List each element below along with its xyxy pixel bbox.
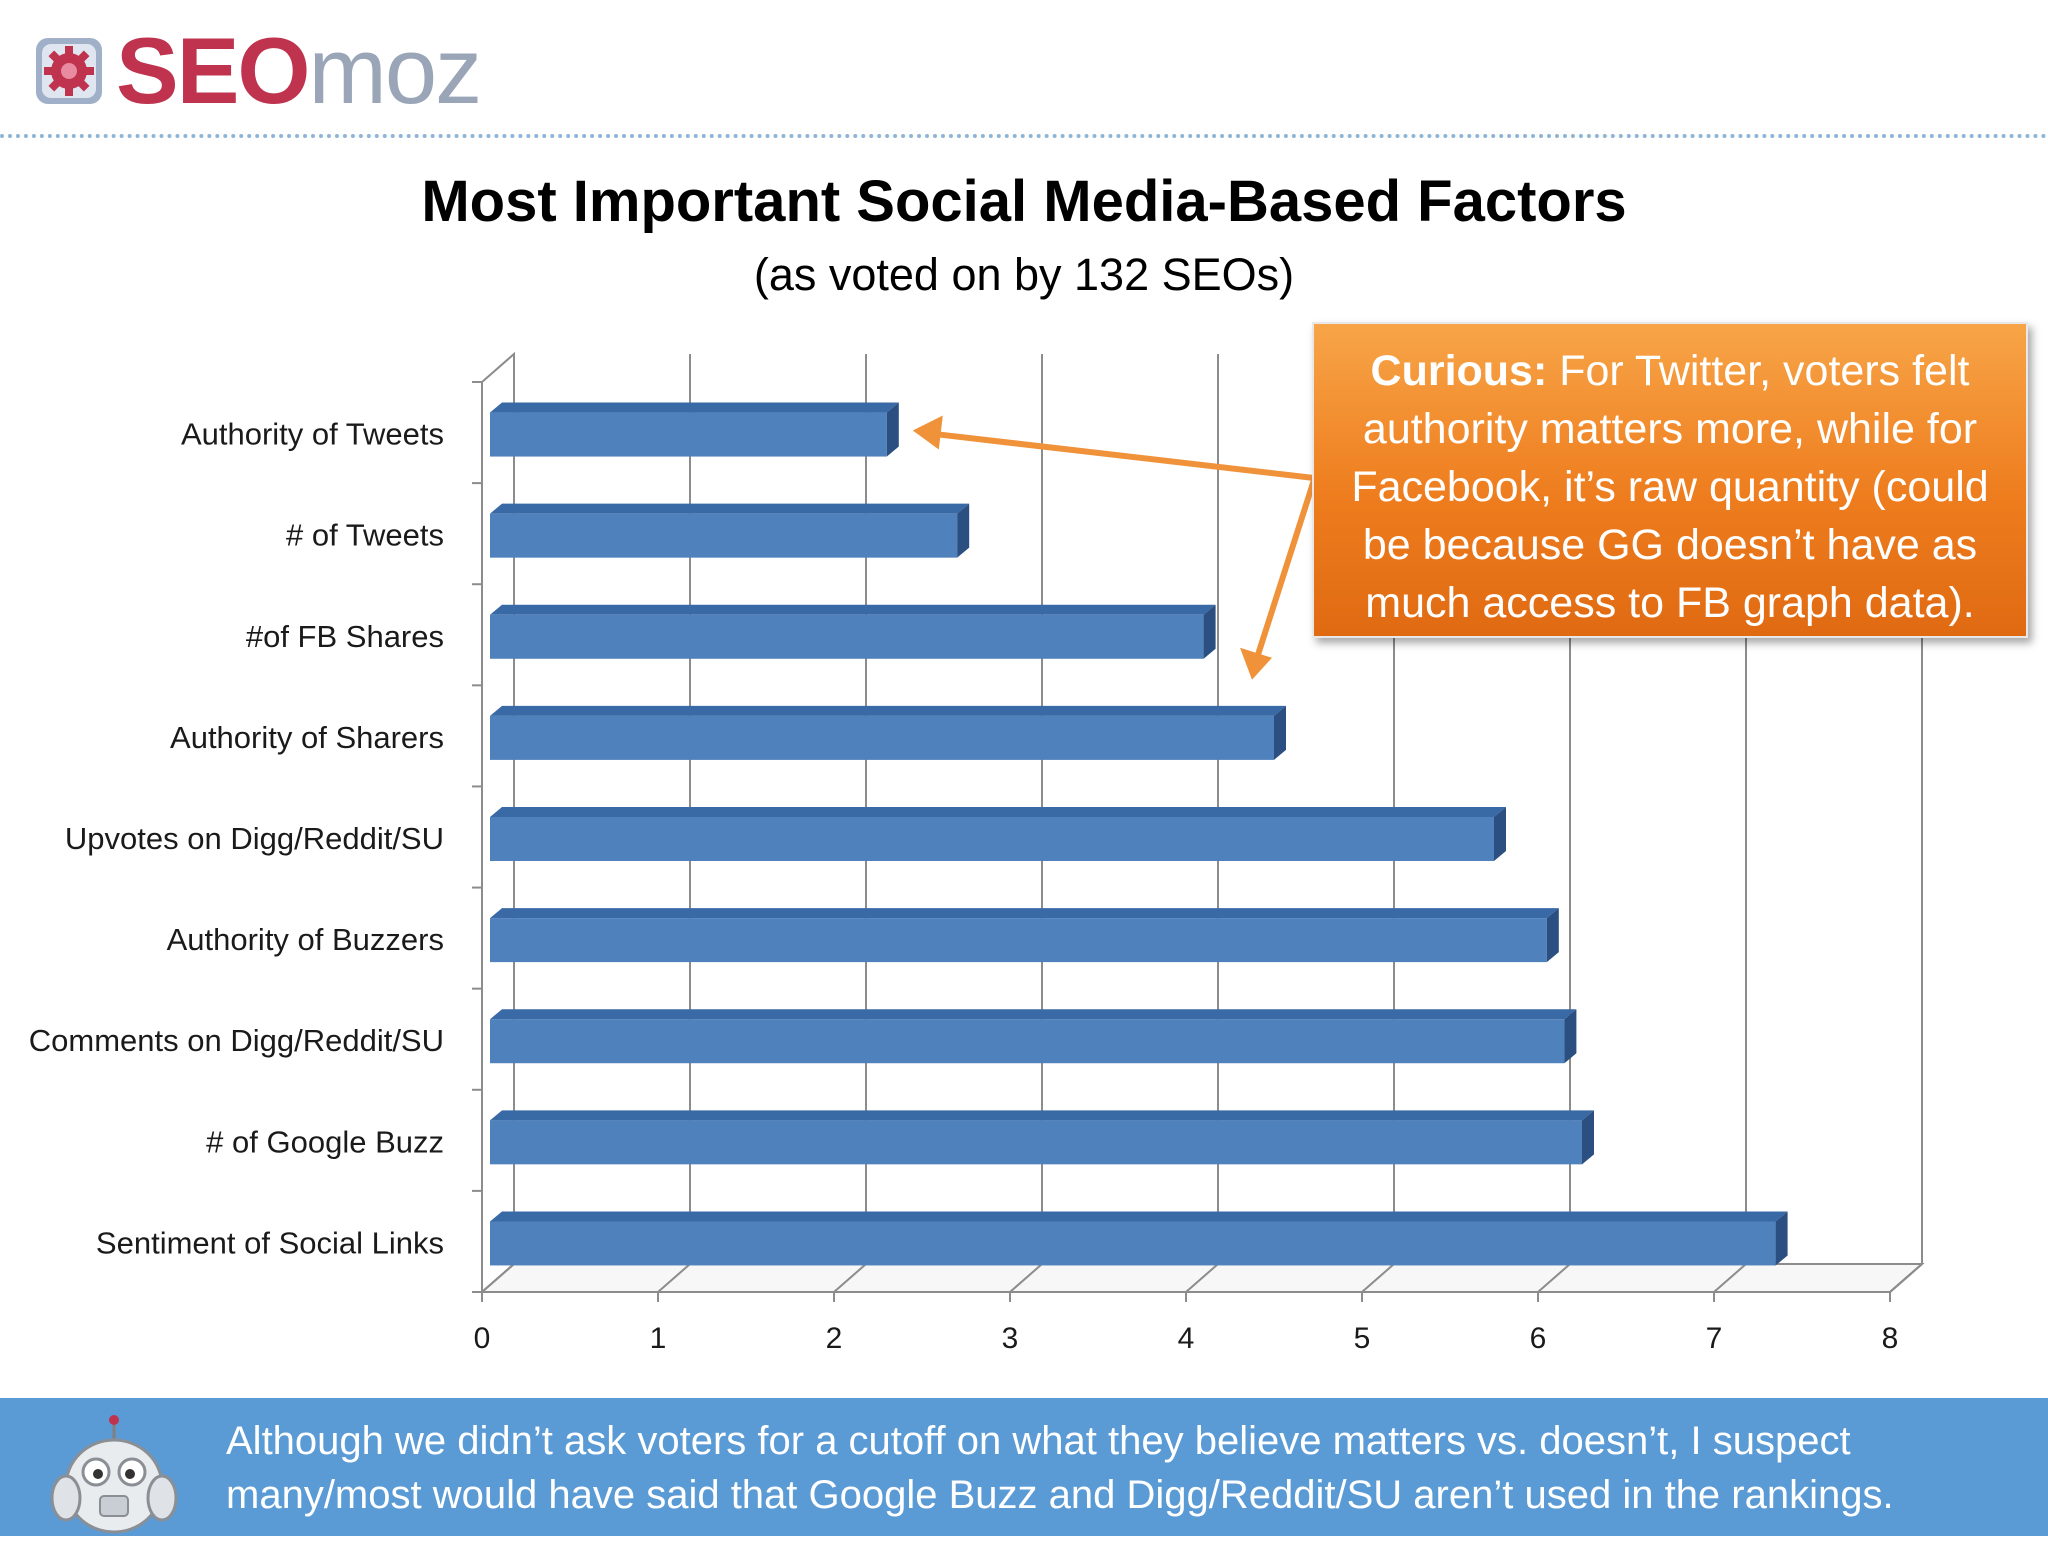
arrowhead-fb <box>1240 647 1272 680</box>
bar-side-face <box>1494 807 1506 861</box>
bar-front-face <box>490 715 1274 760</box>
bar-side-face <box>886 402 899 457</box>
floor-tick-3 <box>1009 1263 1043 1293</box>
bar-front-face <box>490 412 887 457</box>
x-tick-label: 4 <box>1178 1322 1195 1355</box>
bar-side-face <box>957 503 970 558</box>
bar-6 <box>490 908 1559 963</box>
bar-side-face <box>1546 908 1559 963</box>
logo-seo-text: SEO <box>116 18 311 123</box>
bar-front-face <box>490 614 1204 659</box>
bar-top-face <box>490 604 1216 615</box>
bar-1 <box>490 402 899 457</box>
category-label: Upvotes on Digg/Reddit/SU <box>65 821 444 856</box>
bar-9 <box>490 1211 1788 1266</box>
category-label: # of Tweets <box>286 518 444 553</box>
footer-band <box>0 1398 2048 1536</box>
bar-side-face <box>1274 705 1286 760</box>
bar-side-face <box>1775 1211 1788 1266</box>
bar-front-face <box>490 513 958 558</box>
logo-wordmark: SEOmoz <box>116 24 482 118</box>
floor-tick-6 <box>1537 1263 1571 1293</box>
callout-arrow-tweets <box>930 430 1315 481</box>
callout-box: Curious: For Twitter, voters felt author… <box>1312 322 2028 638</box>
x-tick-label: 7 <box>1706 1322 1723 1355</box>
callout-arrow-fb <box>1254 479 1317 659</box>
floor-tick-1 <box>657 1263 691 1293</box>
chart-right-edge <box>1889 1263 1923 1293</box>
chart-title: Most Important Social Media-Based Factor… <box>421 169 1627 234</box>
bar-top-face <box>490 1009 1577 1020</box>
bar-front-face <box>490 817 1494 861</box>
floor-tick-2 <box>833 1263 867 1293</box>
arrowhead-tweets <box>912 415 943 450</box>
bar-front-face <box>490 918 1547 963</box>
x-tick-label: 6 <box>1530 1322 1547 1355</box>
x-tick-label: 1 <box>650 1322 667 1355</box>
bar-8 <box>490 1110 1594 1165</box>
category-label: # of Google Buzz <box>206 1124 444 1159</box>
bar-7 <box>490 1009 1577 1064</box>
x-tick-label: 3 <box>1002 1322 1019 1355</box>
bar-side-face <box>1564 1009 1577 1064</box>
bar-top-face <box>490 1110 1594 1121</box>
bar-side-face <box>1582 1110 1594 1165</box>
x-tick-label: 2 <box>826 1322 843 1355</box>
bar-top-face <box>490 705 1286 716</box>
category-label: Authority of Tweets <box>181 417 444 452</box>
category-label: #of FB Shares <box>246 619 444 654</box>
x-tick-label: 0 <box>474 1322 491 1355</box>
callout-text: For Twitter, voters felt authority matte… <box>1351 347 1989 627</box>
bar-chart: Authority of Tweets # of Tweets #of FB Sha… <box>29 351 1925 1355</box>
seomoz-logo: SEOmoz <box>34 24 482 118</box>
bar-side-face <box>1203 604 1216 659</box>
footer-note: Although we didn’t ask voters for a cuto… <box>226 1419 1894 1517</box>
bar-top-face <box>490 503 970 514</box>
logo-moz-text: moz <box>308 18 483 123</box>
floor-tick-5 <box>1361 1263 1395 1293</box>
floor-tick-4 <box>1185 1263 1219 1293</box>
bar-front-face <box>490 1221 1776 1266</box>
robot-mascot-icon <box>44 1414 184 1541</box>
floor-tick-0 <box>481 1263 515 1293</box>
bar-front-face <box>490 1120 1582 1165</box>
category-label: Comments on Digg/Reddit/SU <box>29 1023 444 1058</box>
bar-5 <box>490 807 1506 861</box>
bar-top-face <box>490 402 899 413</box>
header-divider <box>0 134 2048 138</box>
x-tick-label: 8 <box>1882 1322 1899 1355</box>
chart-subtitle: (as voted on by 132 SEOs) <box>753 249 1295 300</box>
bar-top-face <box>490 1211 1788 1222</box>
bar-front-face <box>490 1019 1565 1064</box>
bar-3 <box>490 604 1216 659</box>
x-tick-label: 5 <box>1354 1322 1371 1355</box>
category-label: Authority of Buzzers <box>167 922 444 957</box>
category-label: Sentiment of Social Links <box>96 1225 444 1260</box>
floor-tick-7 <box>1713 1263 1747 1293</box>
bar-top-face <box>490 908 1559 919</box>
bar-top-face <box>490 807 1506 817</box>
logo-gear-icon <box>34 36 104 106</box>
callout-bold-label: Curious: <box>1370 347 1548 395</box>
bar-4 <box>490 705 1286 760</box>
category-label: Authority of Sharers <box>170 720 444 755</box>
bar-2 <box>490 503 970 558</box>
